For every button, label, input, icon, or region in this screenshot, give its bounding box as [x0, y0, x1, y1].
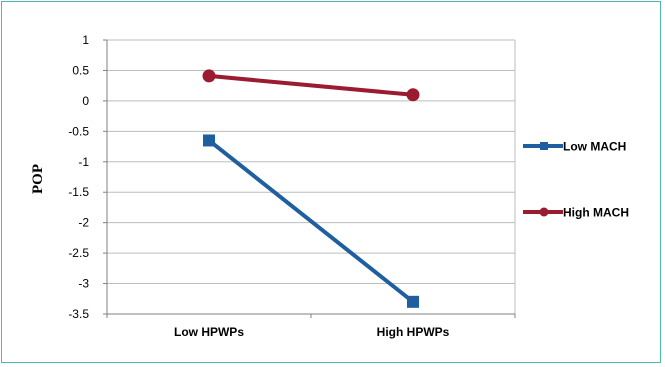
y-tick-label: 0.5 [72, 63, 89, 77]
x-category-label: High HPWPs [377, 325, 450, 339]
legend-marker [540, 142, 548, 150]
series-line [207, 138, 415, 304]
y-tick-label: 1 [82, 33, 89, 47]
axes [103, 39, 516, 318]
series-group [202, 69, 420, 308]
y-tick-label: -3 [78, 277, 89, 291]
data-point [202, 69, 216, 83]
legend-label: High MACH [563, 206, 629, 220]
y-axis-label: POP [30, 164, 46, 194]
grid-lines [107, 39, 516, 315]
y-tick-label: -2 [78, 216, 89, 230]
series-low-mach [203, 134, 419, 308]
legend-item: Low MACH [523, 140, 626, 154]
series-line [208, 73, 414, 97]
chart-frame [1, 1, 661, 363]
legend-marker [539, 207, 549, 217]
y-tick-label: 0 [82, 94, 89, 108]
data-point [406, 88, 420, 102]
y-tick-label: -3.5 [68, 307, 89, 321]
legend: Low MACH High MACH [523, 140, 629, 220]
legend-item: High MACH [523, 206, 629, 220]
legend-label: Low MACH [563, 140, 626, 154]
y-tick-labels: 1 0.5 0 -0.5 -1 -1.5 -2 -2.5 -3 -3.5 [68, 33, 89, 321]
y-tick-label: -1 [78, 155, 89, 169]
data-point [203, 134, 215, 147]
data-point [407, 295, 419, 308]
x-category-labels: Low HPWPs High HPWPs [174, 325, 450, 339]
y-tick-label: -2.5 [68, 246, 89, 260]
x-category-label: Low HPWPs [174, 325, 244, 339]
y-tick-label: -1.5 [68, 185, 89, 199]
y-tick-label: -0.5 [68, 124, 89, 138]
series-high-mach [202, 69, 420, 102]
